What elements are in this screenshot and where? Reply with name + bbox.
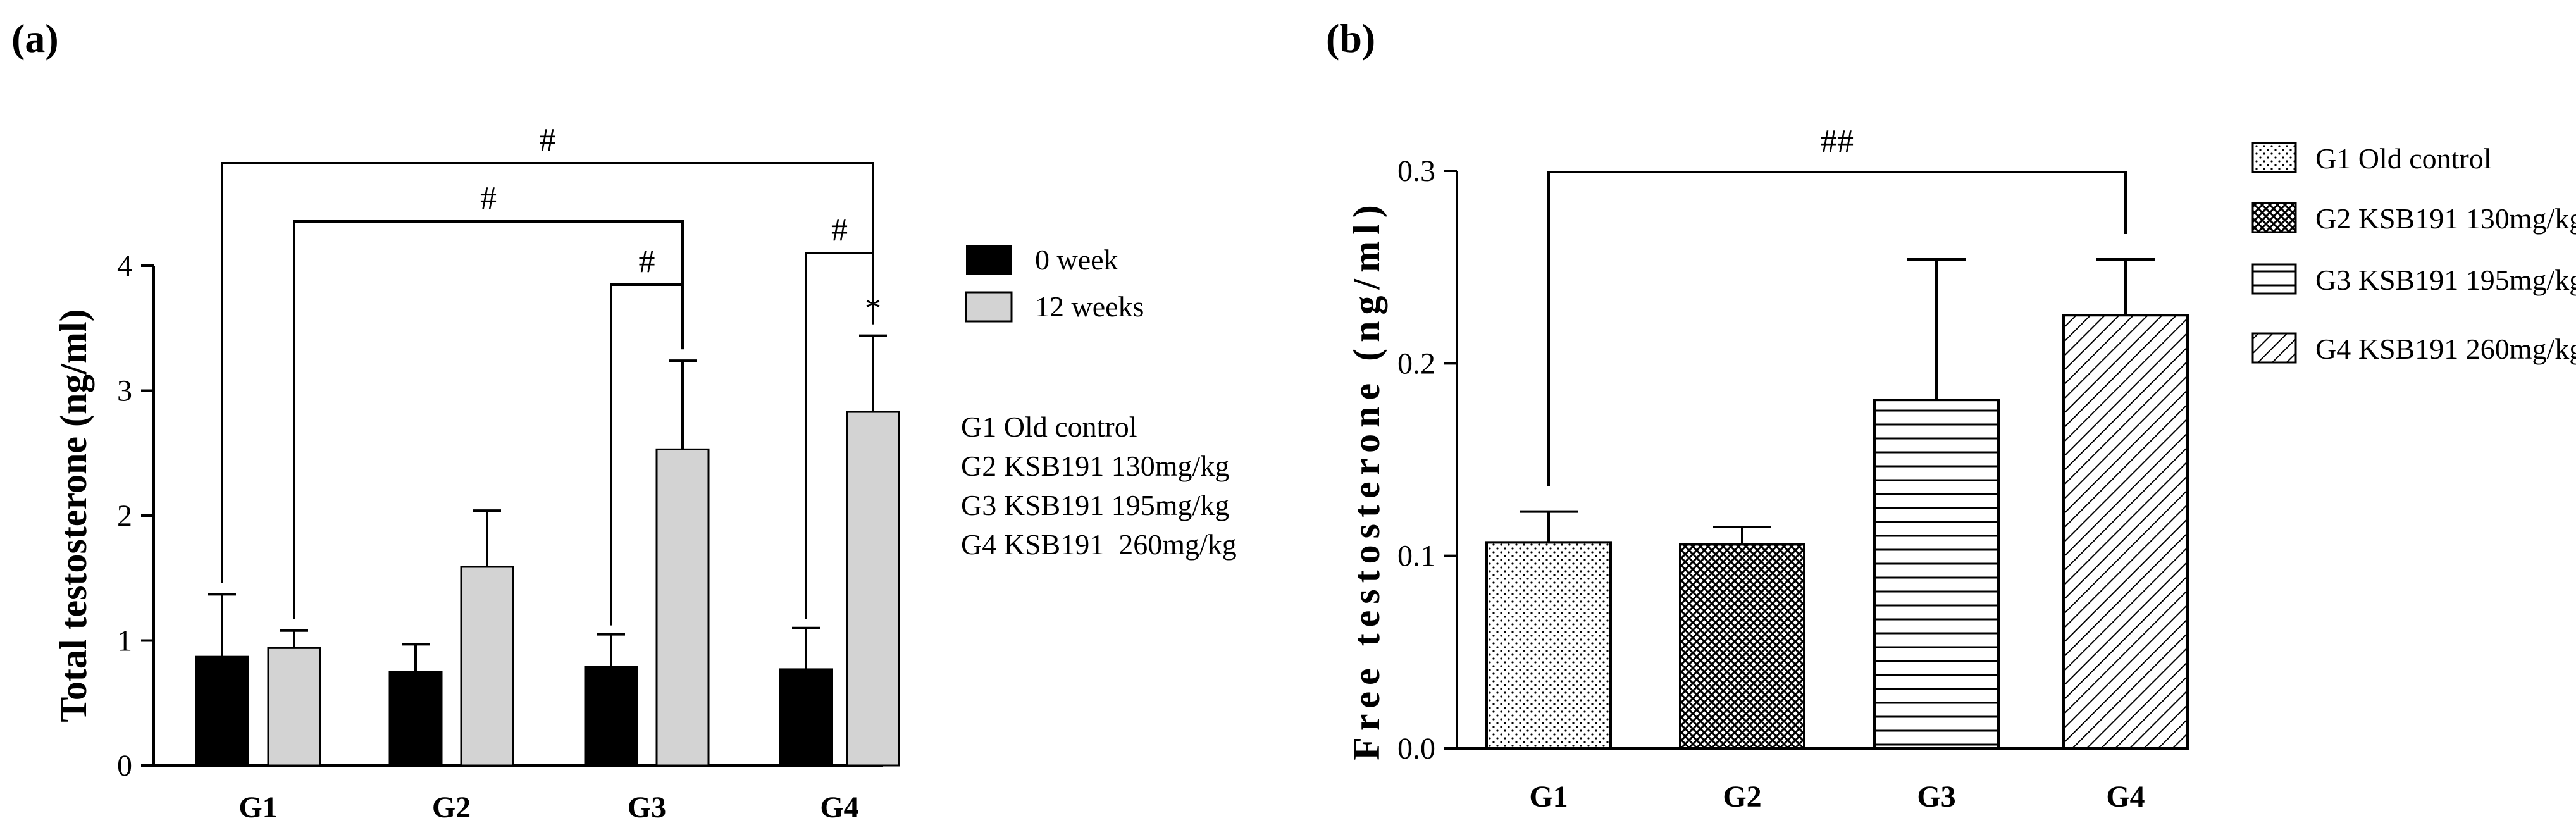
panel-a-bracket-label-1: #	[540, 122, 556, 158]
panel-a-label: (a)	[11, 16, 59, 61]
bar-g2-12-weeks	[460, 566, 514, 767]
panel-b-bracket-1	[1547, 171, 2127, 486]
legend-label-g3: G3 KSB191 195mg/kg	[2315, 264, 2576, 296]
panel-b-x-tick-g3: G3	[1917, 780, 1955, 814]
legend-label-g4: G4 KSB191 260mg/kg	[2315, 333, 2576, 365]
panel-b-x-tick-g1: G1	[1529, 780, 1568, 814]
panel-a-legend: 0 week 12 weeks G1 Old control G2 KSB191…	[961, 244, 1237, 561]
panel-a-x-tick-g3: G3	[628, 791, 666, 824]
legend-label-g1: G1 Old control	[2315, 142, 2492, 175]
panel-a-bracket-1	[221, 162, 874, 583]
panel-b-x-tick-g2: G2	[1723, 780, 1761, 814]
panel-a-bracket-4	[805, 252, 874, 619]
panel-a-y-tick-label: 3	[117, 375, 132, 408]
legend-label-12-weeks: 12 weeks	[1035, 290, 1144, 323]
bar-g4	[2062, 314, 2189, 750]
panel-a-bracket-label-4: #	[831, 212, 848, 248]
group-legend-g3: G3 KSB191 195mg/kg	[961, 489, 1229, 521]
bar-g1-0-week	[195, 655, 249, 767]
bar-g2	[1679, 543, 1805, 750]
panel-a-y-tick-label: 1	[117, 624, 132, 658]
panel-b-x-axis: G1 G2 G3 G4	[1529, 780, 2145, 814]
bar-g3	[1873, 399, 2000, 750]
group-legend-g1: G1 Old control	[961, 411, 1137, 443]
bar-g1	[1485, 541, 1612, 750]
legend-label-g2: G2 KSB191 130mg/kg	[2315, 202, 2576, 235]
bar-g4-12-weeks	[846, 411, 900, 767]
panel-a-significance-brackets: # # # # *	[221, 122, 881, 626]
legend-swatch-12-weeks	[965, 291, 1013, 323]
panel-a-y-tick-label: 2	[117, 499, 132, 533]
legend-swatch-g4	[2251, 332, 2297, 364]
panel-a-x-tick-g1: G1	[238, 791, 277, 824]
bar-g3-12-weeks	[655, 448, 710, 767]
panel-a-y-tick-label: 4	[117, 249, 132, 283]
panel-b-y-tick-label: 0.1	[1397, 540, 1435, 573]
panel-a-star-marker: *	[865, 291, 881, 327]
legend-swatch-g2	[2251, 202, 2297, 233]
bar-g1-12-weeks	[267, 647, 321, 767]
panel-b: (b) Free testosterone (ng/ml) 0.0 0.1 0.2 0…	[1326, 16, 2576, 814]
panel-b-label: (b)	[1326, 16, 1375, 61]
legend-label-0-week: 0 week	[1035, 244, 1118, 276]
panel-b-significance-brackets: ##	[1547, 123, 2127, 486]
panel-a-x-tick-g4: G4	[820, 791, 858, 824]
panel-b-bracket-label-1: ##	[1821, 123, 1854, 159]
panel-a-x-tick-g2: G2	[432, 791, 471, 824]
panel-b-bars	[1485, 257, 2189, 750]
panel-b-legend: G1 Old control G2 KSB191 130mg/kg G3 KSB…	[2251, 142, 2576, 365]
panel-b-x-tick-g4: G4	[2106, 780, 2145, 814]
panel-a-y-tick-label: 0	[117, 749, 132, 783]
bar-g4-0-week	[779, 668, 833, 767]
legend-swatch-g1	[2251, 142, 2297, 173]
panel-a-bracket-label-2: #	[480, 180, 497, 216]
panel-b-y-axis-label: Free testosterone (ng/ml)	[1346, 199, 1387, 760]
panel-a-bracket-3	[610, 283, 684, 626]
panel-b-y-tick-label: 0.3	[1397, 154, 1435, 188]
legend-swatch-0-week	[966, 245, 1012, 275]
panel-a-x-axis: G1 G2 G3 G4	[238, 791, 858, 824]
panel-a-bracket-label-3: #	[639, 244, 655, 280]
bar-g3-0-week	[584, 666, 638, 767]
group-legend-g4: G4 KSB191 260mg/kg	[961, 528, 1237, 561]
panel-b-y-tick-label: 0.2	[1397, 347, 1435, 380]
panel-a-bars	[195, 334, 900, 767]
legend-swatch-g3	[2251, 263, 2297, 295]
panel-a-y-axis-label: Total testosterone (ng/ml)	[53, 309, 94, 722]
panel-b-y-tick-label: 0.0	[1397, 732, 1435, 765]
bar-g2-0-week	[388, 671, 443, 767]
group-legend-g2: G2 KSB191 130mg/kg	[961, 450, 1229, 482]
